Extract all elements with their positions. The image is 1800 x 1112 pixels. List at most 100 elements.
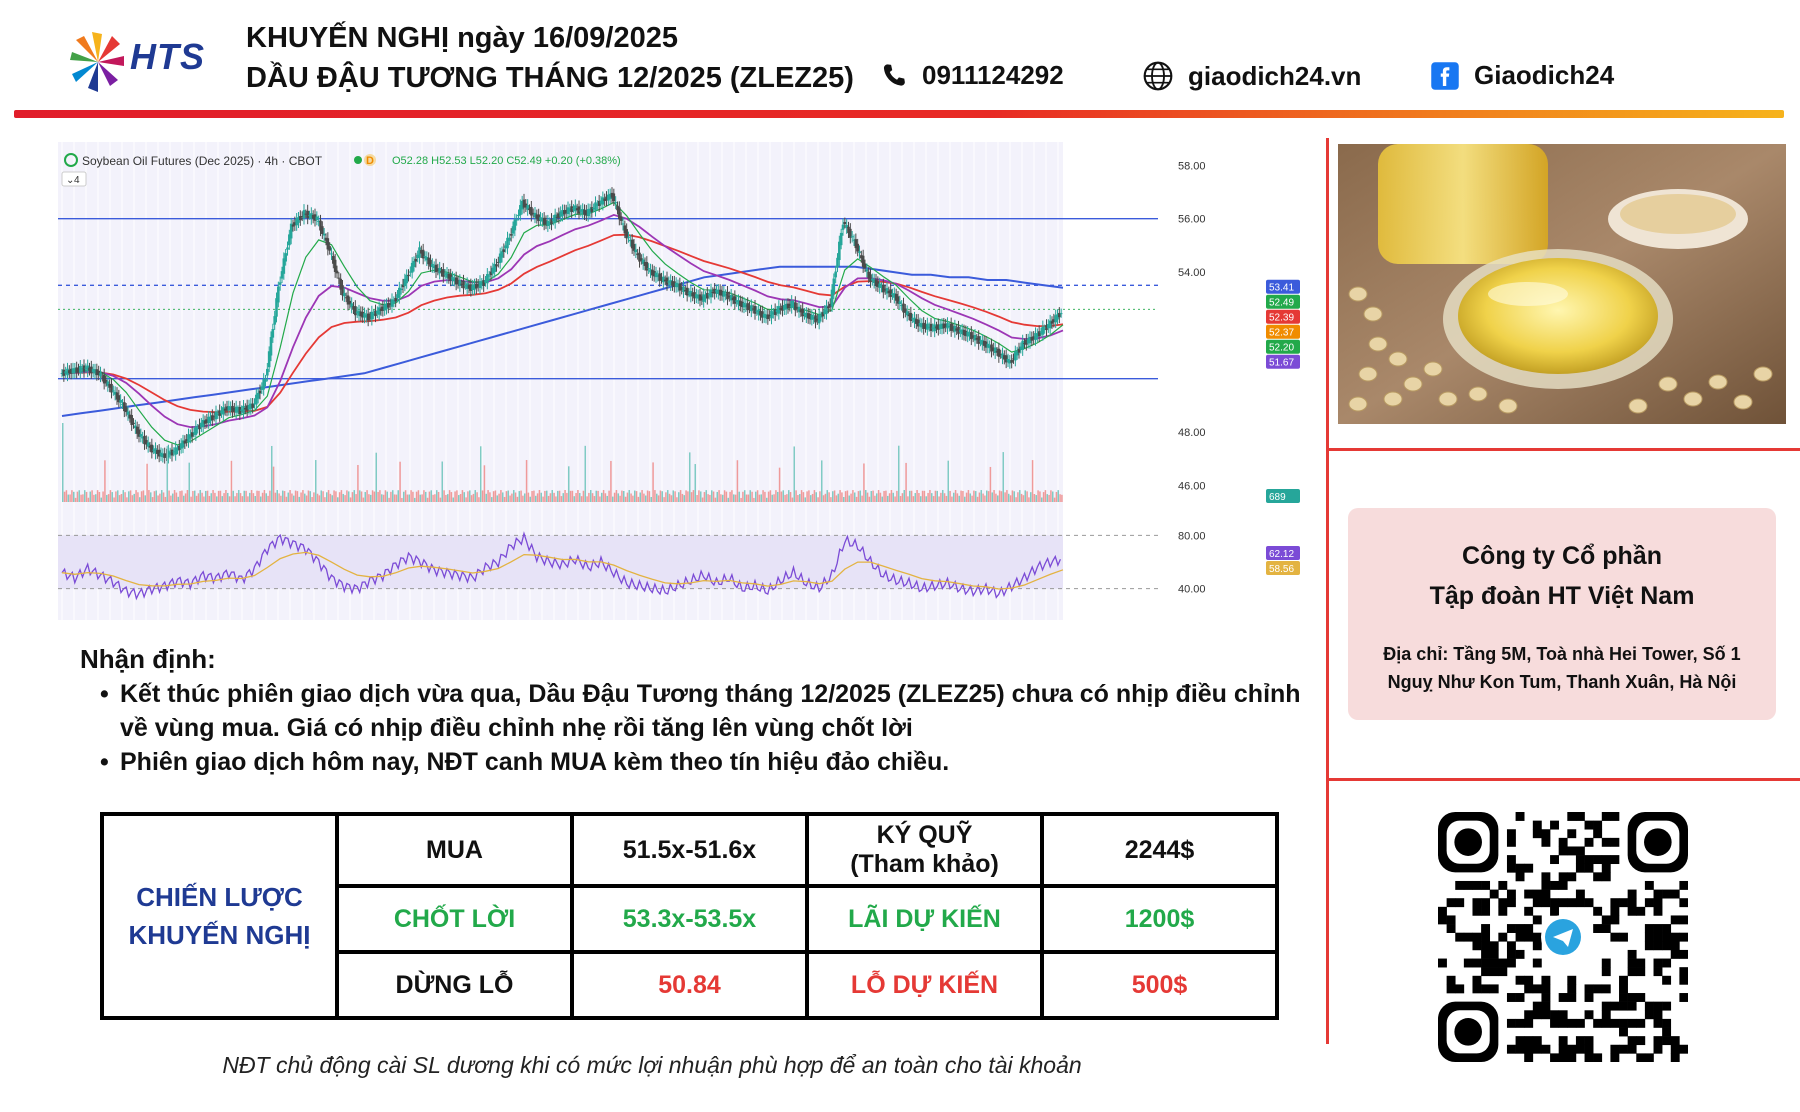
candle-body [526, 205, 529, 210]
candle-body [926, 323, 929, 330]
volume-bar [525, 460, 528, 502]
volume-bar [736, 460, 739, 502]
candle-body [106, 381, 110, 386]
volume-bar [927, 492, 929, 502]
volume-bar [980, 490, 982, 502]
candle-body [946, 323, 949, 329]
chevron-down-icon: ⌄ [66, 175, 74, 186]
volume-bar [355, 494, 357, 502]
telegram-qr-code[interactable] [1438, 812, 1688, 1062]
analysis-heading: Nhận định: [80, 644, 216, 674]
candle-body [783, 305, 786, 310]
volume-bar [610, 460, 612, 502]
volume-bar [652, 462, 654, 502]
volume-bar [313, 492, 315, 502]
candle-body [561, 210, 564, 216]
volume-bar [892, 492, 894, 502]
candle-body [695, 294, 698, 298]
volume-bar [179, 491, 181, 502]
volume-bar [1009, 495, 1012, 502]
volume-bar [469, 490, 471, 502]
candle-body [960, 329, 964, 335]
candle-body [806, 313, 810, 319]
candle-body [834, 271, 837, 278]
volume-bar [679, 490, 682, 502]
volume-bar [69, 494, 71, 502]
volume-bar [971, 495, 973, 502]
facebook-contact[interactable]: Giaodich24 [1430, 60, 1614, 91]
volume-bar [131, 495, 134, 502]
candle-body [795, 306, 799, 309]
candle-body [97, 370, 100, 376]
volume-bar [824, 493, 827, 502]
candle-body [539, 217, 542, 221]
candle-body [898, 301, 902, 304]
volume-bar [725, 491, 728, 502]
candle-body [399, 288, 403, 290]
candle-body [882, 284, 885, 293]
candle-body [766, 314, 770, 320]
candle-body [707, 293, 711, 296]
volume-bar [151, 497, 154, 502]
rsi-badge-bg [1266, 561, 1300, 575]
volume-bar [518, 491, 520, 502]
volume-bar [450, 492, 453, 502]
website-contact[interactable]: giaodich24.vn [1142, 60, 1361, 92]
candle-body [498, 253, 502, 264]
volume-bar [628, 490, 630, 502]
chart-svg: 58.00 56.00 54.00 48.00 46.00 80.00 40.00 53.4… [58, 142, 1300, 620]
volume-bar [250, 490, 253, 502]
volume-bar [630, 493, 632, 502]
candle-body [1023, 343, 1026, 345]
volume-bar [597, 490, 599, 502]
volume-bar [245, 490, 247, 502]
phone-contact[interactable]: 0911124292 [880, 60, 1064, 91]
volume-bar [443, 490, 445, 502]
volume-bar [454, 491, 456, 502]
volume-bar [137, 492, 139, 502]
volume-bar [1053, 497, 1056, 502]
candle-body [876, 281, 880, 287]
candle-body [649, 269, 652, 273]
volume-bar [172, 493, 174, 502]
volume-bar [635, 491, 638, 502]
volume-bar [760, 494, 762, 502]
candle-body [704, 295, 707, 299]
candle-body [641, 259, 645, 264]
volume-bar [329, 493, 332, 502]
candle-body [724, 294, 727, 296]
volume-bar [214, 492, 216, 502]
indicator-toggle[interactable] [61, 171, 87, 187]
candle-body [326, 238, 330, 250]
rsi-badge: 58.56 [1269, 564, 1294, 575]
ma-slow-line [61, 265, 1064, 417]
candle-body [913, 317, 916, 323]
candle-body [179, 443, 183, 449]
volume-bar [727, 497, 729, 502]
vertical-divider [1326, 138, 1329, 1044]
volume-bar [470, 495, 473, 502]
volume-bar [698, 490, 700, 502]
volume-bar [811, 493, 814, 502]
candle-body [942, 323, 946, 329]
candle-body [262, 379, 265, 390]
candle-body [157, 449, 161, 457]
volume-bar [452, 497, 454, 502]
candle-body [141, 436, 144, 439]
volume-bar [249, 492, 251, 502]
candle-body [748, 306, 751, 309]
candle-body [827, 306, 830, 309]
candle-body [718, 289, 722, 296]
candle-body [205, 419, 209, 423]
candle-body [735, 300, 738, 302]
candle-body [231, 405, 234, 412]
candle-body [148, 445, 152, 448]
price-axis-tick: 46.00 [1178, 480, 1206, 492]
rsi-axis-tick: 40.00 [1178, 584, 1206, 596]
volume-bar [579, 493, 581, 502]
volume-bar [925, 496, 927, 502]
volume-bar [586, 496, 588, 502]
candle-body [332, 255, 335, 264]
candle-body [460, 283, 463, 285]
candle-body [289, 223, 293, 239]
